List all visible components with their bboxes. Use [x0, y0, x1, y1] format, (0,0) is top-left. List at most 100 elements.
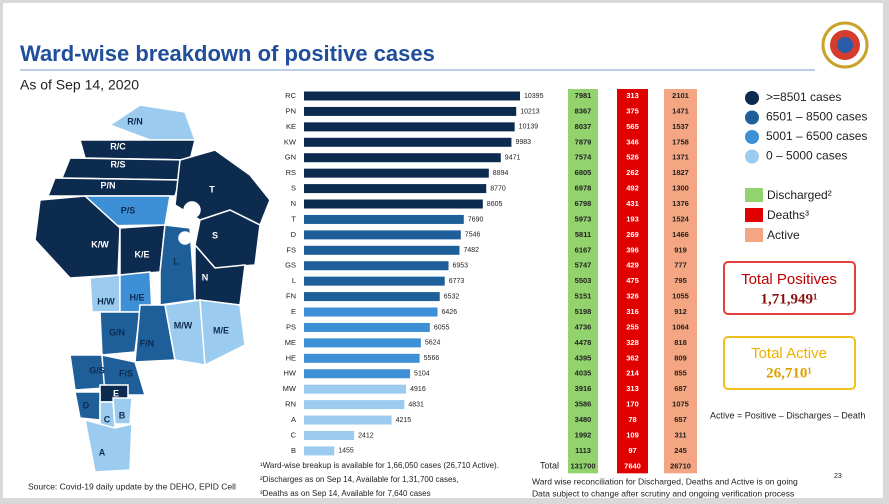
table-cell: 1992: [575, 430, 592, 439]
ward-map: R/N R/C R/S P/N P/S T K/W K/E S H/W H/E L N G/N F/N M/W…: [34, 104, 271, 473]
map-label: D: [83, 400, 90, 410]
column-bg: [617, 89, 648, 462]
table-cell: 1537: [672, 122, 689, 131]
table-cell: 912: [674, 307, 687, 316]
value-label: 7690: [468, 216, 484, 223]
table-cell: 7981: [575, 91, 592, 100]
bar: [304, 322, 430, 332]
table-cell: 855: [674, 369, 687, 378]
table-cell: 5811: [575, 230, 591, 239]
table-cell: 4035: [575, 369, 592, 378]
table-cell: 795: [674, 276, 687, 285]
table-cell: 526: [626, 153, 639, 162]
table-cell: 1466: [672, 230, 689, 239]
map-label: L: [173, 256, 179, 266]
map-label: P/N: [100, 180, 115, 190]
value-label: 1455: [338, 448, 354, 455]
table-cell: 7879: [575, 137, 592, 146]
map-label: S: [212, 230, 218, 240]
table-cell: 97: [628, 446, 636, 455]
value-label: 9983: [515, 139, 531, 146]
map-label: A: [99, 447, 106, 457]
map-label: P/S: [121, 205, 136, 215]
table-cell: 1064: [672, 322, 690, 331]
table-cell: 78: [628, 415, 636, 424]
legend-label: 0 – 5000 cases: [766, 149, 847, 163]
total-cell: 26710: [670, 461, 691, 470]
table-cell: 565: [626, 122, 639, 131]
bar: [304, 261, 449, 271]
table-cell: 3916: [575, 384, 592, 393]
category-label: HE: [286, 353, 296, 362]
subtitle: As of Sep 14, 2020: [20, 77, 139, 93]
category-label: N: [291, 199, 296, 208]
table-cell: 1827: [672, 168, 689, 177]
legend-swatch: [745, 188, 763, 202]
total-active-value: 26,710¹: [766, 365, 812, 381]
value-label: 8894: [493, 170, 509, 177]
value-label: 6426: [442, 309, 458, 316]
bar: [304, 137, 512, 147]
total-positives-label: Total Positives: [741, 271, 837, 288]
legend-label: 6501 – 8500 cases: [766, 110, 867, 124]
bar: [304, 400, 405, 410]
bar: [304, 446, 335, 456]
table-cell: 269: [626, 230, 639, 239]
category-label: RN: [285, 400, 296, 409]
value-label: 4916: [410, 386, 426, 393]
logo: [821, 21, 869, 69]
value-label: 7482: [463, 247, 479, 254]
table-cell: 316: [626, 307, 639, 316]
value-label: 5104: [414, 371, 430, 378]
table-cell: 6798: [575, 199, 592, 208]
table-cell: 1300: [672, 184, 689, 193]
table-cell: 818: [674, 338, 687, 347]
footnote: ²Discharges as on Sep 14, Available for …: [260, 475, 459, 484]
total-cell: 131700: [570, 461, 595, 470]
table-cell: 375: [626, 106, 639, 115]
table-cell: 313: [626, 91, 639, 100]
bar: [304, 430, 355, 440]
category-label: GN: [285, 153, 296, 162]
table-cell: 346: [626, 137, 639, 146]
value-label: 10213: [520, 108, 540, 115]
column-legend: Discharged² Deaths³ Active: [745, 188, 832, 242]
table-cell: 6167: [575, 245, 592, 254]
category-label: KW: [284, 137, 297, 146]
legend: >=8501 cases 6501 – 8500 cases 5001 – 6500…: [745, 90, 867, 164]
map-label: N: [202, 272, 209, 282]
legend-marker: [745, 91, 759, 105]
note: Ward wise reconciliation for Discharged,…: [532, 476, 798, 486]
category-label: B: [291, 446, 296, 455]
column-bg: [568, 89, 598, 462]
value-label: 8770: [490, 185, 506, 192]
total-positives-box: [723, 261, 856, 315]
value-label: 2412: [358, 432, 374, 439]
note-superscript: 23: [834, 473, 842, 480]
table-cell: 1113: [575, 446, 591, 455]
map-label: E: [113, 388, 119, 398]
category-label: FS: [286, 245, 296, 254]
map-label: K/E: [134, 249, 149, 259]
total-bg: [664, 459, 697, 474]
map-label: F/S: [119, 368, 133, 378]
table-cell: 1376: [672, 199, 689, 208]
table-cell: 5198: [575, 307, 592, 316]
total-positives-value: 1,71,949¹: [761, 291, 818, 307]
table-cell: 193: [626, 214, 639, 223]
table-cell: 6978: [575, 184, 592, 193]
total-bg: [568, 459, 598, 474]
map-label: R/C: [110, 141, 126, 151]
value-label: 8605: [487, 201, 503, 208]
title: Ward-wise breakdown of positive cases: [20, 41, 435, 66]
legend-swatch: [745, 228, 763, 242]
category-label: FN: [286, 292, 296, 301]
source: Source: Covid-19 daily update by the DEH…: [28, 481, 236, 491]
bar: [304, 276, 445, 286]
table-cell: 809: [674, 353, 687, 362]
category-label: D: [291, 230, 297, 239]
bar: [304, 168, 489, 178]
bar: [304, 338, 421, 348]
value-label: 7546: [465, 232, 481, 239]
